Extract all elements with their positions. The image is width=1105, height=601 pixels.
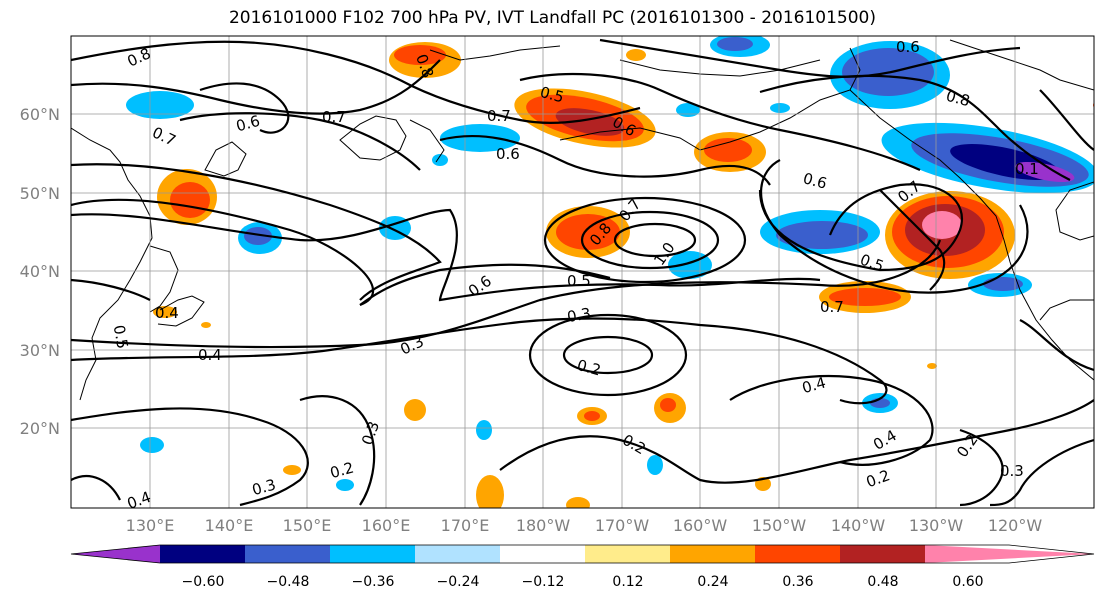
contour-label: 0.1 bbox=[1015, 160, 1039, 178]
contour-label: 0.3 bbox=[250, 475, 278, 499]
colorbar-segment bbox=[71, 545, 160, 563]
plot-frame bbox=[70, 35, 1095, 509]
contour-label: 0.4 bbox=[198, 346, 222, 364]
contour-label: 0.6 bbox=[234, 112, 262, 136]
colorbar: −0.60 −0.48 −0.36 −0.24 −0.12 0.12 0.24 … bbox=[70, 544, 1095, 590]
lat-label-20: 20°N bbox=[20, 419, 60, 438]
colorbar-tick: 0.36 bbox=[782, 574, 813, 590]
colorbar-segment bbox=[840, 545, 925, 563]
lat-label-40: 40°N bbox=[20, 262, 60, 281]
colorbar-tick: −0.12 bbox=[522, 574, 565, 590]
contour-label: 0.7 bbox=[820, 298, 844, 316]
longitude-labels: 130°E 140°E 150°E 160°E 170°E 180°W 170°… bbox=[126, 516, 1043, 535]
contour-label: 0.6 bbox=[496, 145, 520, 163]
colorbar-segment bbox=[755, 545, 840, 563]
colorbar-segment bbox=[925, 545, 1094, 563]
contour-label: 0.2 bbox=[575, 356, 603, 380]
lon-label: 170°E bbox=[441, 516, 490, 535]
contour-label: 0.6 bbox=[801, 169, 829, 193]
lon-label: 160°W bbox=[673, 516, 728, 535]
lon-label: 120°W bbox=[988, 516, 1043, 535]
lat-label-30: 30°N bbox=[20, 341, 60, 360]
colorbar-segment bbox=[500, 545, 585, 563]
lon-label: 130°E bbox=[126, 516, 175, 535]
colorbar-segment bbox=[585, 545, 670, 563]
lon-label: 150°E bbox=[283, 516, 332, 535]
pv-contours bbox=[71, 38, 1094, 507]
contour-label: 0.3 bbox=[566, 304, 593, 326]
contour-label: 0.4 bbox=[155, 304, 179, 322]
colorbar-segment bbox=[160, 545, 245, 563]
contour-label: 0.7 bbox=[487, 107, 511, 125]
contour-label: 0.4 bbox=[800, 373, 828, 397]
lon-label: 140°W bbox=[831, 516, 886, 535]
latitude-labels: 60°N 50°N 40°N 30°N 20°N bbox=[20, 105, 60, 438]
lon-label: 160°E bbox=[362, 516, 411, 535]
map-title: 2016101000 F102 700 hPa PV, IVT Landfall… bbox=[228, 8, 876, 28]
colorbar-tick: 0.24 bbox=[697, 574, 728, 590]
colorbar-tick: −0.36 bbox=[352, 574, 395, 590]
colorbar-tick: −0.60 bbox=[182, 574, 225, 590]
coastlines bbox=[71, 39, 1094, 401]
lon-label: 150°W bbox=[752, 516, 807, 535]
lon-label: 140°E bbox=[205, 516, 254, 535]
lon-label: 130°W bbox=[909, 516, 964, 535]
colorbar-tick: 0.48 bbox=[867, 574, 898, 590]
lat-label-60: 60°N bbox=[20, 105, 60, 124]
lon-label: 170°W bbox=[595, 516, 650, 535]
colorbar-tick: −0.48 bbox=[267, 574, 310, 590]
contour-label: 0.7 bbox=[322, 108, 346, 126]
contour-label: 0.8 bbox=[944, 87, 972, 111]
colorbar-tick: 0.12 bbox=[612, 574, 643, 590]
contour-label: 0.2 bbox=[328, 458, 356, 482]
colorbar-tick: 0.60 bbox=[952, 574, 983, 590]
colorbar-tick: −0.24 bbox=[437, 574, 480, 590]
contour-label: 0.6 bbox=[896, 38, 920, 56]
colorbar-segment bbox=[415, 545, 500, 563]
colorbar-segment bbox=[670, 545, 755, 563]
contour-label: 0.4 bbox=[125, 488, 154, 513]
lon-label: 180°W bbox=[516, 516, 571, 535]
lat-label-50: 50°N bbox=[20, 184, 60, 203]
contour-label: 0.5 bbox=[567, 272, 591, 290]
colorbar-segment bbox=[245, 545, 330, 563]
contour-label: 0.5 bbox=[538, 83, 566, 107]
contour-label: 0.3 bbox=[1000, 462, 1024, 480]
colorbar-segment bbox=[330, 545, 415, 563]
contour-label: 0.5 bbox=[110, 324, 132, 351]
